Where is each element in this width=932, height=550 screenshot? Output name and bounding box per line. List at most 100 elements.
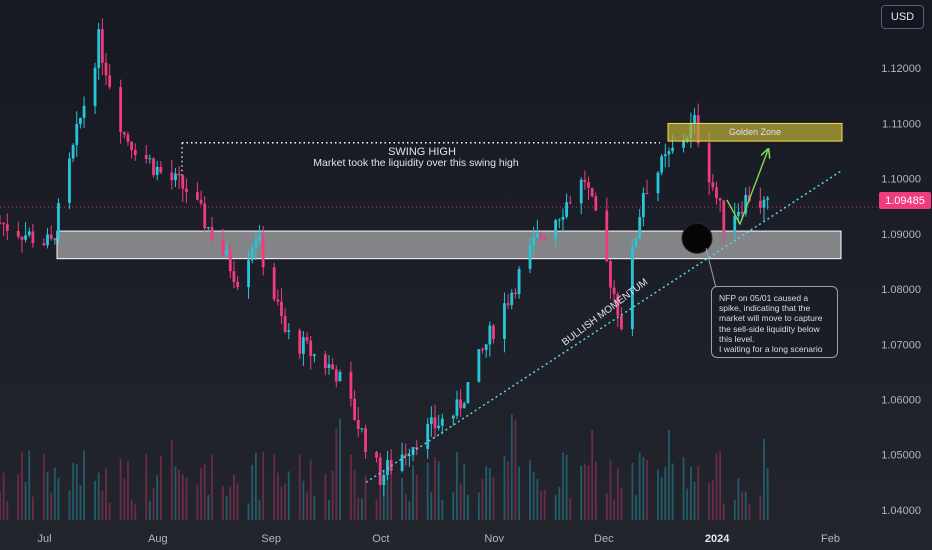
- volume-bar: [236, 483, 239, 520]
- volume-bar: [763, 438, 765, 520]
- volume-bar: [503, 455, 506, 520]
- volume-bar: [668, 429, 670, 520]
- volume-bar: [594, 461, 597, 520]
- candle-body: [100, 29, 104, 63]
- time-axis: Jul Aug Sep Oct Nov Dec 2024 Feb: [38, 533, 840, 545]
- candle-body: [554, 220, 558, 239]
- x-tick-label: 2024: [705, 533, 730, 545]
- y-tick-label: 1.05000: [881, 450, 921, 462]
- candle-body: [557, 219, 561, 221]
- candle-body: [634, 238, 638, 247]
- candle-body: [455, 399, 459, 416]
- candle-body: [353, 398, 356, 420]
- volume-bar: [657, 469, 659, 520]
- volume-bar: [57, 477, 60, 520]
- candle-body: [568, 202, 572, 204]
- candle-body: [24, 235, 27, 240]
- candle-body: [177, 173, 181, 176]
- volume-bar: [159, 455, 162, 520]
- volume-bar: [543, 489, 546, 520]
- volume-bar: [635, 495, 637, 520]
- candle-body: [408, 455, 411, 457]
- candle-body: [283, 315, 287, 332]
- candle-body: [280, 301, 283, 316]
- candle-body: [466, 382, 470, 404]
- volume-bar: [211, 455, 213, 520]
- volume-bar: [510, 414, 513, 520]
- volume-bar: [94, 480, 96, 520]
- candle-body: [68, 158, 71, 203]
- volume-bar: [558, 486, 561, 520]
- volume-bar: [437, 461, 440, 520]
- candle-body: [327, 364, 331, 369]
- candle-body: [663, 154, 667, 157]
- candle-body: [210, 227, 214, 241]
- current-price-tag: 1.09485: [879, 192, 931, 209]
- candle-body: [481, 349, 484, 351]
- volume-bar: [31, 496, 34, 520]
- volume-bar: [466, 494, 469, 520]
- volume-bar: [569, 498, 572, 520]
- candle-body: [667, 151, 671, 155]
- volume-bar: [605, 493, 608, 520]
- candle-body: [605, 210, 609, 261]
- volume-bar: [485, 466, 488, 520]
- candle-body: [298, 330, 302, 354]
- volume-bar: [379, 486, 382, 520]
- candle-body: [152, 158, 155, 176]
- candle-body: [459, 399, 462, 409]
- volume-bar: [298, 454, 301, 520]
- candle-body: [155, 166, 159, 176]
- candle-body: [514, 292, 517, 295]
- volume-bar: [426, 462, 429, 520]
- candle-body: [236, 281, 240, 288]
- y-tick-label: 1.08000: [881, 284, 921, 296]
- volume-bar: [390, 471, 393, 520]
- candle-body: [364, 428, 367, 453]
- volume-bar: [287, 471, 290, 520]
- volume-bar: [229, 486, 232, 520]
- volume-bar: [207, 494, 210, 520]
- candle-body: [517, 268, 521, 295]
- candle-body: [645, 193, 649, 195]
- candle-body: [375, 452, 378, 458]
- candle-body: [583, 179, 587, 182]
- volume-bar: [328, 499, 330, 520]
- volume-bar: [536, 479, 539, 520]
- volume-bar: [748, 503, 751, 520]
- volume-bar: [127, 461, 129, 520]
- volume-bar: [309, 460, 312, 520]
- swing-high-text: Market took the liquidity over this swin…: [313, 157, 519, 169]
- liquidity-circle: [681, 222, 713, 254]
- volume-bar: [262, 451, 265, 520]
- currency-badge[interactable]: USD: [881, 5, 924, 29]
- volume-bar: [646, 459, 648, 520]
- volume-bar: [463, 463, 466, 520]
- candle-body: [20, 236, 24, 240]
- volume-bar: [415, 474, 418, 520]
- volume-bar: [759, 495, 762, 520]
- x-tick-label: Feb: [821, 533, 840, 545]
- volume-bar: [339, 418, 341, 520]
- candle-body: [462, 403, 466, 409]
- volume-bar: [518, 466, 520, 520]
- volume-bar: [350, 454, 352, 520]
- candle-body: [2, 223, 6, 225]
- candle-body: [762, 199, 766, 208]
- volume-bar: [401, 477, 404, 520]
- volume-bar: [404, 493, 407, 520]
- candle-body: [451, 415, 455, 419]
- candle-body: [331, 364, 335, 370]
- volume-bar: [507, 461, 510, 520]
- volume-bar: [72, 462, 75, 520]
- candle-body: [616, 294, 620, 316]
- volume-bar: [456, 451, 458, 520]
- candle-body: [203, 203, 207, 229]
- candle-body: [737, 211, 740, 216]
- candle-body: [360, 428, 364, 430]
- candle-body: [57, 202, 60, 239]
- candle-body: [122, 132, 126, 135]
- y-tick-label: 1.12000: [881, 63, 921, 75]
- volume-bar: [492, 477, 495, 520]
- volume-bar: [83, 450, 85, 520]
